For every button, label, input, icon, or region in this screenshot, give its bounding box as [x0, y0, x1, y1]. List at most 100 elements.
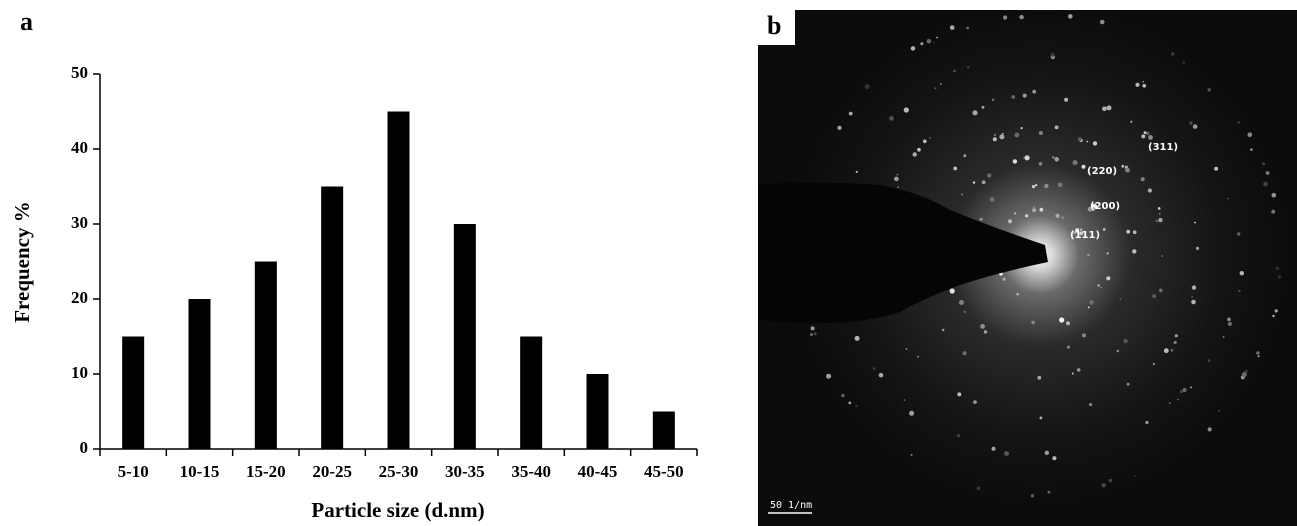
spot: [1135, 82, 1140, 87]
panel-label: a: [20, 7, 33, 36]
spot: [1190, 386, 1193, 389]
spot: [1173, 340, 1177, 345]
spot: [1143, 131, 1147, 135]
spot: [1101, 483, 1106, 488]
spot: [1237, 121, 1240, 124]
spot: [1066, 345, 1071, 349]
spot: [1194, 221, 1196, 224]
spot: [1068, 14, 1073, 19]
spot: [855, 404, 858, 408]
spot: [1092, 141, 1098, 146]
spot: [1140, 177, 1145, 182]
spot: [1050, 53, 1055, 57]
spot: [1237, 232, 1241, 236]
spot: [987, 173, 992, 178]
spot: [1057, 182, 1063, 188]
spot: [1174, 334, 1178, 338]
spot: [1052, 456, 1057, 461]
spot: [910, 453, 913, 456]
spot: [1034, 184, 1038, 187]
spot: [903, 399, 906, 401]
spot: [1011, 95, 1016, 99]
x-axis-title: Particle size (d.nm): [311, 498, 484, 522]
spot: [1030, 494, 1035, 498]
spot: [979, 217, 983, 221]
spot: [934, 87, 937, 90]
spot: [920, 42, 924, 46]
spot: [917, 147, 921, 152]
spot: [854, 335, 860, 341]
spot: [962, 351, 967, 356]
spot: [1099, 19, 1105, 25]
spot: [1227, 317, 1231, 322]
spot: [1277, 275, 1282, 279]
spot: [989, 197, 995, 202]
spot: [1152, 362, 1156, 366]
spot: [1218, 409, 1220, 412]
ring-label: (311): [1148, 142, 1178, 153]
spot: [1061, 216, 1064, 219]
spot: [903, 107, 909, 113]
spot: [1207, 88, 1211, 92]
spot: [1222, 336, 1225, 338]
spot: [810, 333, 813, 336]
bar: [586, 374, 609, 449]
spot: [837, 125, 842, 130]
spot: [1152, 294, 1157, 298]
spot: [1055, 213, 1060, 218]
spot: [1271, 209, 1276, 214]
spot: [1262, 162, 1266, 166]
scale-bar-label: 50 1/nm: [770, 500, 812, 511]
spot: [1031, 207, 1037, 213]
spot: [813, 332, 817, 336]
spot: [1032, 206, 1036, 209]
spot: [1126, 229, 1131, 234]
spot: [1257, 355, 1260, 358]
spot: [1073, 231, 1077, 235]
spot: [1275, 266, 1279, 270]
spot: [1239, 271, 1245, 276]
spot: [1091, 207, 1096, 212]
beam-stopper: [758, 182, 1048, 324]
spot: [957, 434, 960, 438]
spot: [1081, 333, 1086, 338]
spot: [1272, 314, 1275, 318]
spot: [1189, 121, 1193, 125]
spot: [953, 69, 956, 73]
spot: [1039, 207, 1044, 212]
spot: [1039, 416, 1043, 420]
spot: [1102, 228, 1106, 231]
spot: [1265, 171, 1270, 175]
spot: [1020, 127, 1023, 130]
spot: [1022, 93, 1027, 98]
spot: [1038, 130, 1043, 136]
diffraction-spots: [798, 14, 1282, 498]
spot: [1207, 427, 1212, 432]
bar: [387, 111, 410, 449]
spot: [1158, 217, 1163, 223]
spot: [1182, 388, 1187, 392]
spot: [1171, 52, 1175, 56]
x-tick-label: 10-15: [180, 462, 220, 481]
spot: [973, 400, 977, 404]
spot: [972, 181, 976, 184]
spot: [936, 36, 938, 39]
spot: [1054, 157, 1059, 162]
spot: [1031, 185, 1036, 189]
y-axis-title: Frequency %: [10, 201, 34, 323]
spot: [942, 328, 945, 332]
spot: [1241, 372, 1247, 378]
spot: [959, 300, 964, 305]
spot: [1089, 299, 1094, 305]
spot: [909, 410, 915, 416]
spot: [1106, 276, 1111, 281]
spot: [1161, 255, 1163, 257]
spot: [905, 348, 908, 350]
spot: [929, 137, 931, 139]
spot: [1191, 299, 1196, 305]
spot: [1106, 252, 1109, 255]
spot: [1072, 160, 1078, 166]
spot: [1077, 137, 1082, 142]
spot: [981, 105, 985, 109]
spot: [1195, 246, 1200, 250]
